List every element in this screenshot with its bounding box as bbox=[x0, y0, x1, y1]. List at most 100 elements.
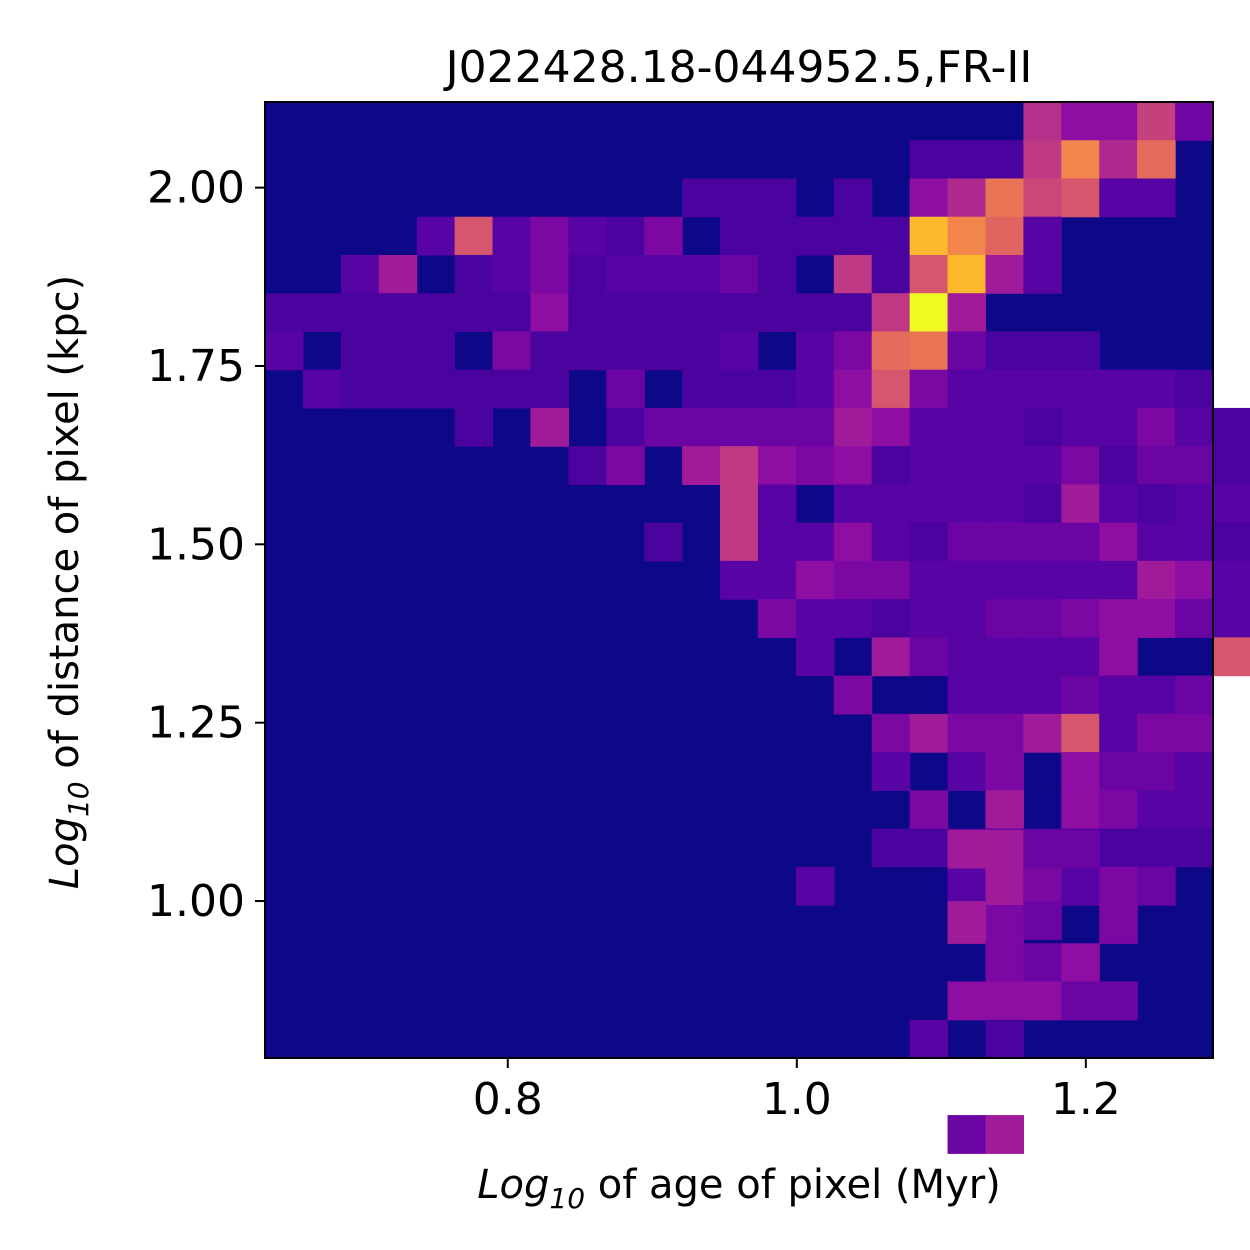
heatmap-cells bbox=[265, 102, 1250, 1154]
y-tick-label: 1.25 bbox=[147, 698, 245, 749]
heatmap-cell bbox=[1175, 790, 1214, 830]
heatmap-cell bbox=[454, 216, 494, 256]
heatmap-cell bbox=[985, 675, 1024, 715]
heatmap-cell bbox=[909, 216, 949, 256]
heatmap-cell bbox=[378, 331, 418, 371]
heatmap-cell bbox=[909, 140, 949, 180]
heatmap-cell bbox=[1023, 560, 1062, 600]
heatmap-cell bbox=[1175, 446, 1214, 485]
heatmap-cell bbox=[909, 560, 949, 600]
heatmap-cell bbox=[1023, 599, 1062, 638]
heatmap-cell bbox=[682, 254, 721, 294]
heatmap-cell bbox=[1023, 216, 1062, 256]
heatmap-cell bbox=[378, 369, 418, 409]
heatmap-cell bbox=[1061, 102, 1100, 141]
plot-frame bbox=[264, 101, 1214, 1059]
heatmap-cell bbox=[985, 713, 1024, 753]
heatmap-cell bbox=[1061, 637, 1100, 677]
heatmap-cell bbox=[1099, 713, 1138, 753]
heatmap-cell bbox=[947, 293, 987, 333]
heatmap-cell bbox=[795, 331, 835, 371]
heatmap-cell bbox=[833, 178, 873, 218]
heatmap-cell bbox=[682, 446, 721, 485]
heatmap-cell bbox=[1099, 790, 1138, 830]
heatmap-cell bbox=[492, 293, 532, 333]
heatmap-cell bbox=[909, 1019, 949, 1059]
heatmap-cell bbox=[1099, 369, 1138, 409]
heatmap-cell bbox=[568, 446, 607, 485]
heatmap-cell bbox=[644, 522, 683, 562]
heatmap-cell bbox=[340, 293, 380, 333]
heatmap-cell bbox=[985, 140, 1024, 180]
heatmap-cell bbox=[720, 446, 759, 485]
heatmap-cell bbox=[530, 407, 569, 447]
y-tick-label: 1.50 bbox=[147, 519, 245, 570]
heatmap-cell bbox=[947, 140, 987, 180]
heatmap-cell bbox=[682, 331, 721, 371]
heatmap-cell bbox=[985, 522, 1024, 562]
heatmap-cell bbox=[1023, 943, 1062, 983]
heatmap-cell bbox=[1099, 752, 1138, 791]
heatmap-cell bbox=[340, 331, 380, 371]
heatmap-cell bbox=[985, 254, 1024, 294]
heatmap-cell bbox=[833, 293, 873, 333]
heatmap-cell bbox=[1023, 829, 1062, 869]
x-axis-label: Log10 of age of pixel (Myr) bbox=[477, 1162, 1001, 1215]
x-tick-label: 1.2 bbox=[1051, 1074, 1121, 1125]
heatmap-cell bbox=[1175, 713, 1214, 753]
heatmap-cell bbox=[833, 675, 873, 715]
heatmap-cell bbox=[795, 216, 835, 256]
heatmap-cell bbox=[1061, 560, 1100, 600]
heatmap-cell bbox=[1137, 560, 1176, 600]
heatmap-cell bbox=[1137, 828, 1176, 868]
heatmap-cell bbox=[606, 216, 645, 256]
heatmap-cell bbox=[568, 216, 607, 256]
y-tick-label: 2.00 bbox=[147, 163, 245, 214]
heatmap-cell bbox=[909, 178, 949, 218]
heatmap-cell bbox=[454, 369, 494, 409]
x-tick-label: 0.8 bbox=[473, 1074, 543, 1125]
heatmap-cell bbox=[1175, 752, 1214, 791]
heatmap-cell bbox=[416, 369, 456, 409]
heatmap-cell bbox=[454, 407, 494, 447]
heatmap-cell bbox=[720, 369, 759, 409]
heatmap-cell bbox=[1175, 369, 1214, 409]
heatmap-cell bbox=[1061, 484, 1100, 524]
heatmap-cell bbox=[909, 599, 949, 638]
heatmap-cell bbox=[1099, 560, 1138, 600]
heatmap-cell bbox=[1099, 599, 1138, 638]
heatmap-cell bbox=[1061, 713, 1100, 753]
heatmap-cell bbox=[1137, 599, 1176, 638]
heatmap-cell bbox=[1061, 675, 1100, 715]
heatmap-cell bbox=[909, 522, 949, 562]
heatmap-cell bbox=[378, 293, 418, 333]
heatmap-cell bbox=[833, 522, 873, 562]
heatmap-cell bbox=[985, 637, 1024, 677]
heatmap-cell bbox=[1099, 905, 1138, 944]
heatmap-cell bbox=[682, 178, 721, 218]
heatmap-cell bbox=[1023, 446, 1062, 485]
heatmap-cell bbox=[909, 446, 949, 485]
heatmap-cell bbox=[1061, 866, 1100, 906]
heatmap-cell bbox=[1061, 331, 1100, 371]
heatmap-cell bbox=[757, 293, 797, 333]
heatmap-cell bbox=[947, 981, 987, 1021]
heatmap-cell bbox=[947, 866, 987, 906]
heatmap-cell bbox=[947, 1115, 987, 1154]
heatmap-cell bbox=[492, 331, 532, 371]
heatmap-cell bbox=[644, 293, 683, 333]
heatmap-cell bbox=[416, 293, 456, 333]
heatmap-cell bbox=[757, 599, 797, 638]
heatmap-cell bbox=[1099, 407, 1138, 447]
heatmap-cell bbox=[947, 599, 987, 638]
heatmap-cell bbox=[720, 331, 759, 371]
heatmap-cell bbox=[1023, 254, 1062, 294]
heatmap-cell bbox=[757, 484, 797, 524]
heatmap-cell bbox=[340, 254, 380, 294]
heatmap-cell bbox=[909, 293, 949, 333]
heatmap-cell bbox=[720, 254, 759, 294]
heatmap-cell bbox=[1061, 369, 1100, 409]
heatmap-cell bbox=[530, 369, 569, 409]
heatmap-cell bbox=[909, 484, 949, 524]
